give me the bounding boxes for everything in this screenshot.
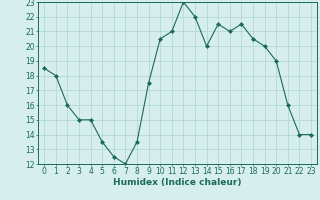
X-axis label: Humidex (Indice chaleur): Humidex (Indice chaleur) [113, 178, 242, 187]
